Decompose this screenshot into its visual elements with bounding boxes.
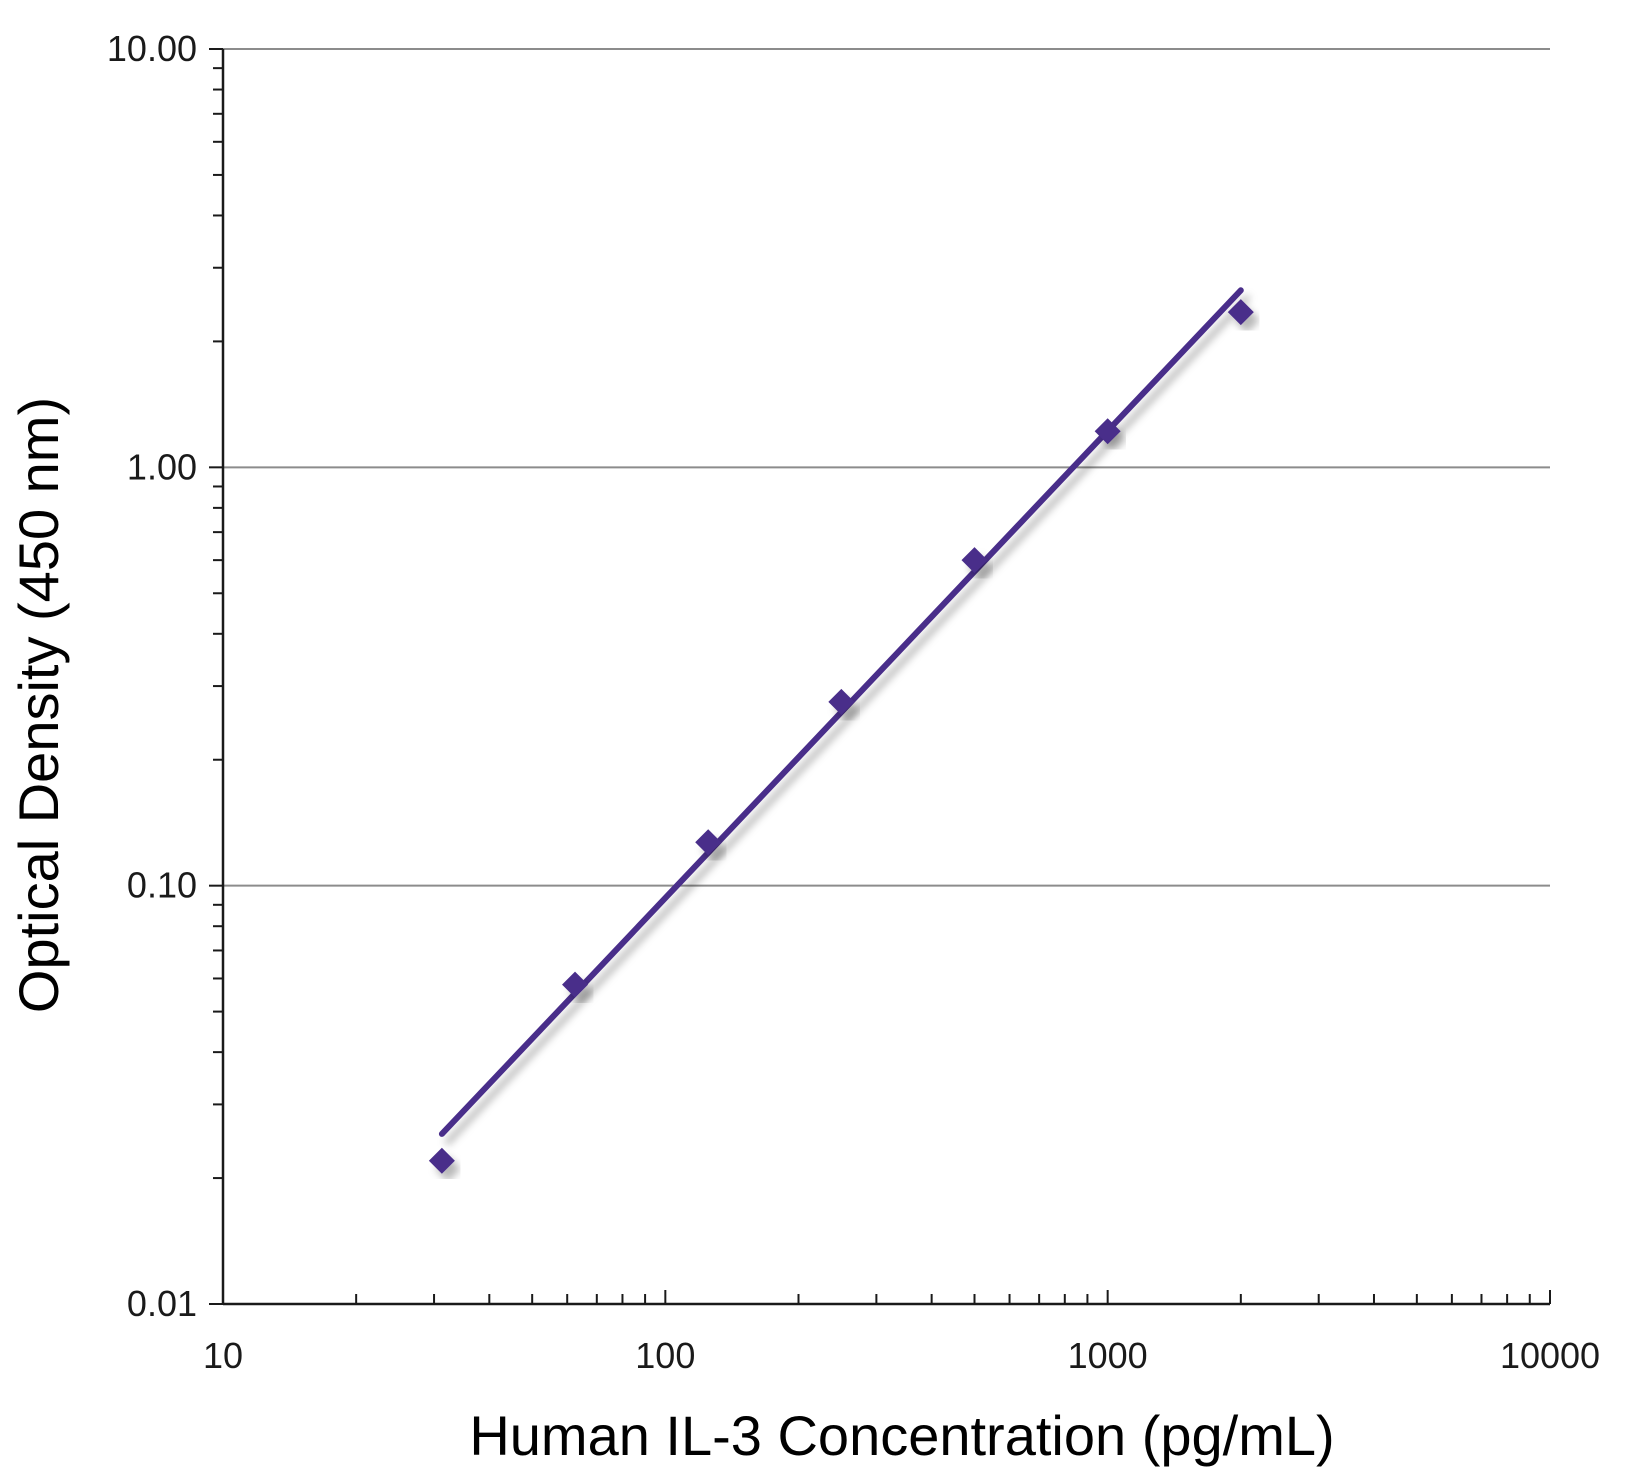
axes [221,49,1550,1306]
data-point [428,1147,455,1174]
gridlines [223,48,1550,887]
data-points [428,299,1254,1174]
data-point [828,688,855,715]
data-point [562,971,589,998]
x-tick-labels: 10 100 1000 10000 [203,1335,1600,1376]
y-tick-label: 10.00 [107,28,197,69]
data-point [1227,299,1254,326]
x-axis-title: Human IL-3 Concentration (pg/mL) [469,1404,1334,1467]
x-tick-label: 10 [203,1335,243,1376]
data-point [1094,418,1121,445]
axis-ticks [209,48,1551,1305]
data-point [695,829,722,856]
y-axis-title: Optical Density (450 nm) [7,397,70,1013]
x-tick-label: 100 [635,1335,695,1376]
x-tick-label: 10000 [1500,1335,1600,1376]
y-tick-label: 0.01 [127,1283,197,1324]
y-tick-label: 0.10 [127,865,197,906]
x-tick-label: 1000 [1068,1335,1148,1376]
data-point [961,547,988,574]
y-tick-label: 1.00 [127,446,197,487]
y-tick-labels: 0.01 0.10 1.00 10.00 [107,28,197,1324]
